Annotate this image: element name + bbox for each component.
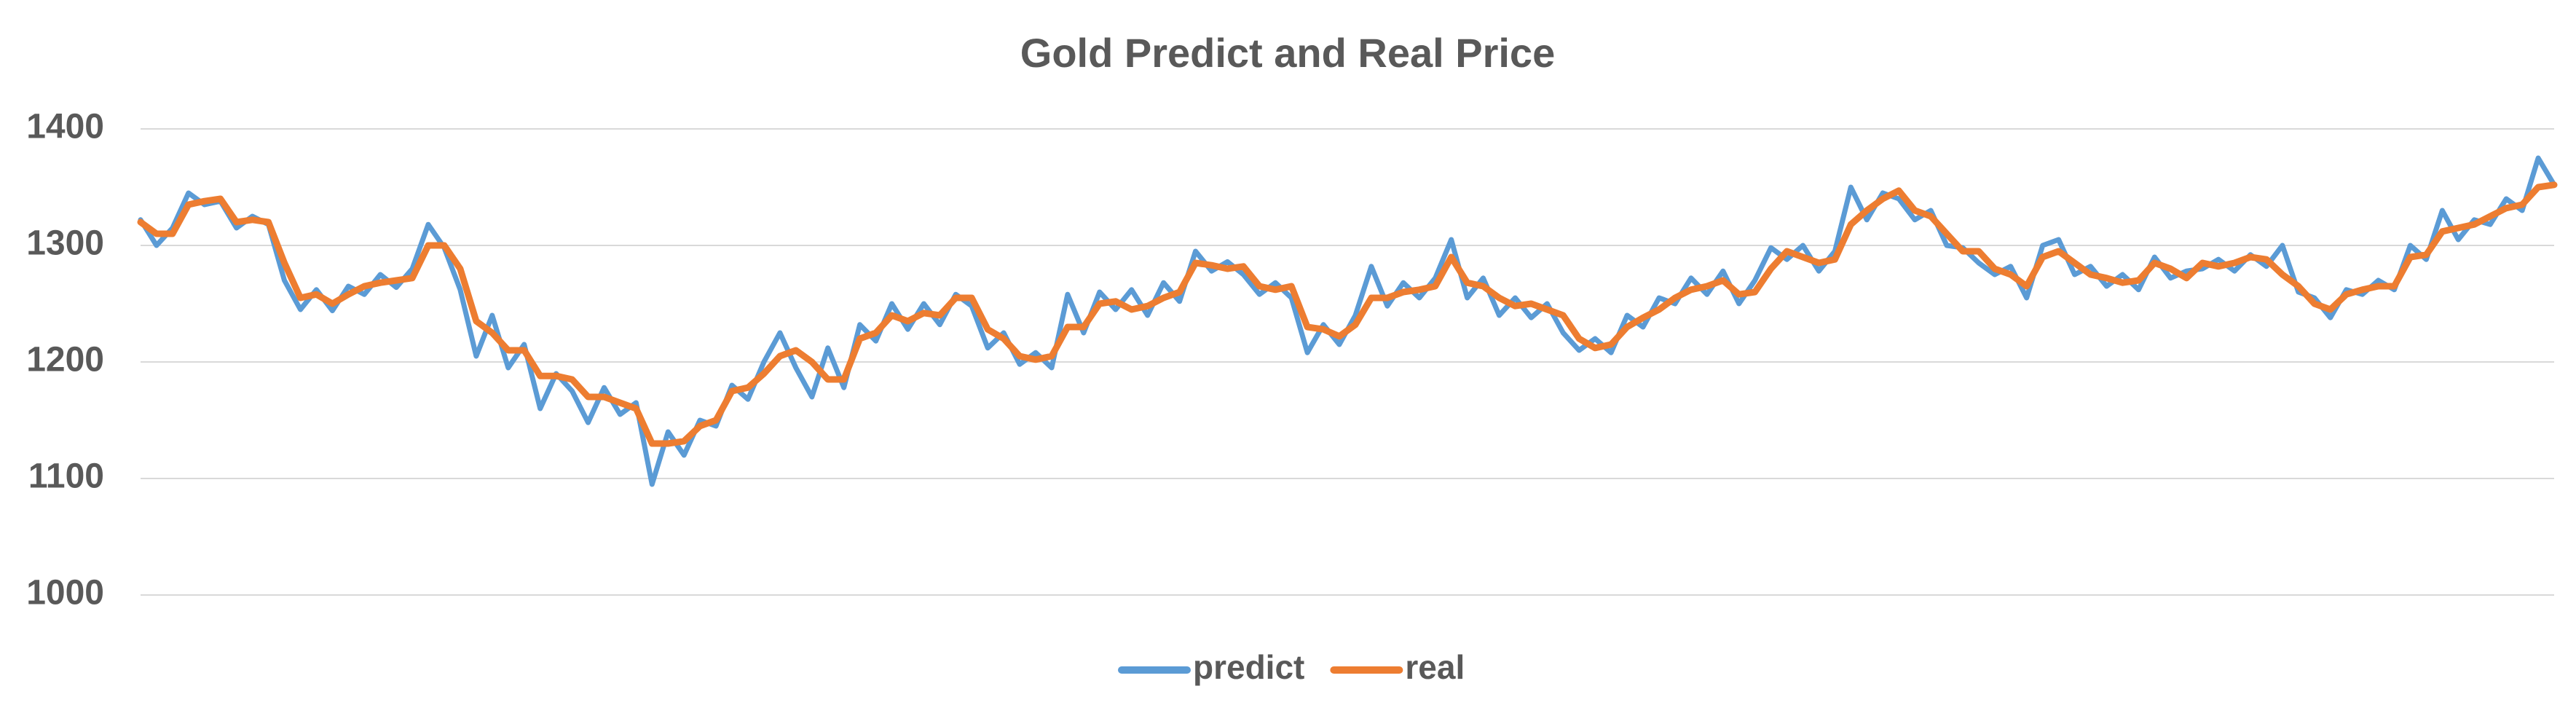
chart-title: Gold Predict and Real Price — [1020, 30, 1555, 76]
series-line — [137, 181, 2558, 447]
legend-label: real — [1405, 648, 1465, 686]
legend-label: predict — [1193, 648, 1304, 686]
series-line — [138, 155, 2557, 487]
y-tick-label: 1400 — [26, 108, 104, 146]
y-tick-label: 1300 — [26, 224, 104, 263]
y-tick-label: 1100 — [28, 457, 104, 496]
y-tick-label: 1200 — [26, 341, 104, 379]
y-tick-label: 1000 — [26, 574, 104, 612]
